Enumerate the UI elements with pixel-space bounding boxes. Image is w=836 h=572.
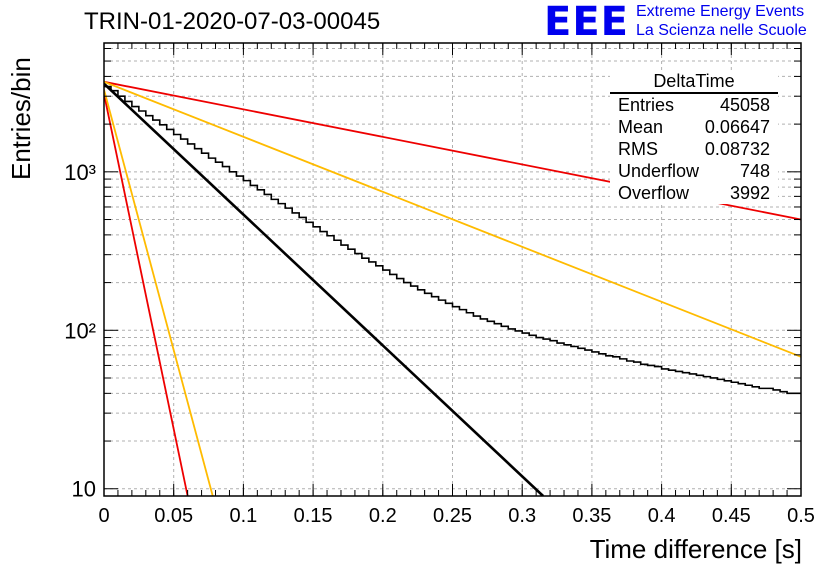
x-tick-label: 0.1 [229, 505, 257, 527]
stats-value: 45058 [719, 95, 770, 115]
x-tick-label: 0.45 [712, 505, 751, 527]
stats-label: Mean [618, 117, 664, 137]
stats-title: DeltaTime [610, 70, 778, 94]
fit-line [104, 82, 544, 496]
org-name-line1: Extreme Energy Events [636, 3, 805, 20]
x-tick-label: 0.5 [787, 505, 815, 527]
stats-row: Overflow 3992 [610, 182, 778, 204]
y-axis-label: Entries/bin [6, 57, 36, 180]
x-tick-label: 0.15 [294, 505, 333, 527]
stats-value: 748 [739, 161, 770, 181]
stats-value: 3992 [729, 183, 770, 203]
y-tick-label: 10³ [64, 160, 96, 185]
stats-box: DeltaTime Entries 45058 Mean 0.06647 RMS… [610, 70, 778, 204]
stats-row: Mean 0.06647 [610, 116, 778, 138]
stats-label: Underflow [618, 161, 700, 181]
tick-labels: 0 0.05 0.1 0.15 0.2 0.25 0.3 0.35 0.4 0.45 0.5 10 10… [64, 160, 815, 527]
stats-row: Underflow 748 [610, 160, 778, 182]
stats-label: Overflow [618, 183, 690, 203]
stats-row: RMS 0.08732 [610, 138, 778, 160]
y-tick-label: 10² [64, 318, 96, 343]
x-axis-label: Time difference [s] [589, 534, 802, 564]
org-name-line2: La Scienza nelle Scuole [636, 22, 807, 39]
fit-line [104, 80, 801, 358]
x-tick-label: 0.35 [572, 505, 611, 527]
stats-row: Entries 45058 [610, 94, 778, 116]
histogram-step-line [104, 85, 801, 395]
x-tick-label: 0.3 [508, 505, 536, 527]
x-tick-label: 0.4 [648, 505, 676, 527]
x-tick-label: 0.25 [433, 505, 472, 527]
histogram [104, 85, 801, 395]
stats-value: 0.08732 [704, 139, 770, 159]
eee-logo: EEE [544, 0, 629, 45]
axis-ticks [103, 43, 802, 497]
y-tick-label: 10 [72, 477, 96, 502]
fit-line [104, 89, 214, 496]
stats-value: 0.06647 [704, 117, 770, 137]
x-tick-label: 0.2 [369, 505, 397, 527]
fit-line [104, 93, 189, 496]
stats-label: Entries [618, 95, 675, 115]
chart-title: TRIN-01-2020-07-03-00045 [84, 8, 381, 35]
x-tick-label: 0.05 [154, 505, 193, 527]
x-tick-label: 0 [98, 505, 109, 527]
stats-label: RMS [618, 139, 658, 159]
